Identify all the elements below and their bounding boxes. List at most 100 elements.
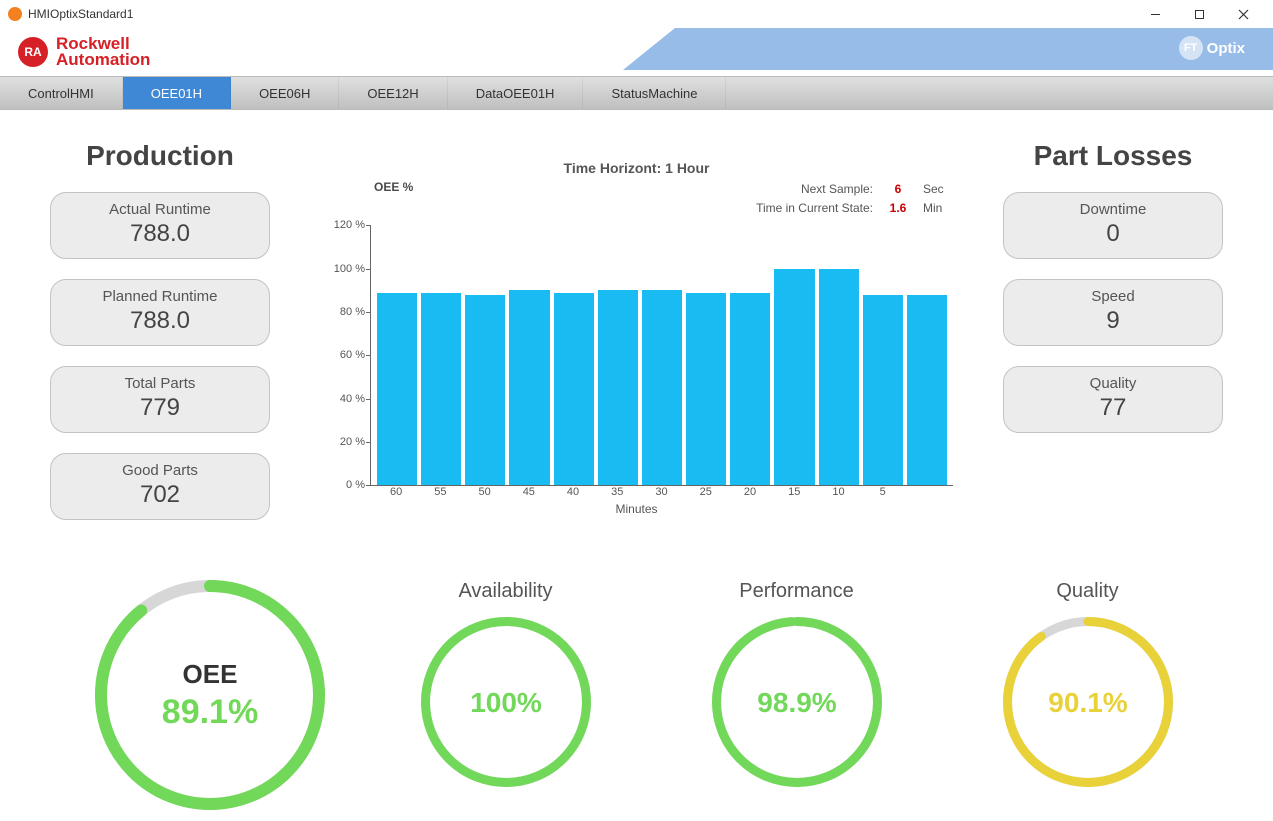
brand-badge: RA [18, 37, 48, 67]
chart-title: Time Horizont: 1 Hour [320, 160, 953, 176]
card-value: 702 [61, 481, 259, 509]
optix-badge: FT [1179, 36, 1203, 60]
card-label: Speed [1014, 288, 1212, 305]
gauge-label: Availability [390, 580, 621, 603]
brand-line2: Automation [56, 52, 150, 68]
chart-bar [863, 295, 903, 486]
chart-xtick: 15 [774, 486, 814, 498]
gauge-availability: Availability 100% [390, 580, 621, 787]
svg-text:100%: 100% [470, 687, 542, 718]
chart-bar [819, 269, 859, 486]
production-card: Total Parts 779 [50, 366, 270, 433]
chart-bar [686, 293, 726, 486]
current-state-unit: Min [923, 199, 953, 218]
gauge-label: Performance [681, 580, 912, 603]
chart-xtick: 45 [509, 486, 549, 498]
chart-xticks: 60 55 50 45 40 35 30 25 20 15 10 5 [370, 486, 953, 498]
chart-bar [730, 293, 770, 486]
chart-xtick: 10 [818, 486, 858, 498]
card-label: Actual Runtime [61, 201, 259, 218]
production-card: Actual Runtime 788.0 [50, 192, 270, 259]
header-accent-shape [623, 28, 1273, 70]
card-label: Good Parts [61, 462, 259, 479]
chart-ytick: 100 % [325, 263, 365, 275]
window-minimize-button[interactable] [1133, 0, 1177, 28]
chart-xtick: 5 [863, 486, 903, 498]
card-value: 779 [61, 394, 259, 422]
svg-text:OEE: OEE [183, 659, 238, 689]
production-title: Production [50, 140, 270, 172]
app-header: FT Optix RA Rockwell Automation [0, 28, 1273, 76]
next-sample-unit: Sec [923, 180, 953, 199]
chart-ylabel: OEE % [320, 180, 413, 194]
card-value: 0 [1014, 220, 1212, 248]
chart-ytick: 60 % [325, 349, 365, 361]
card-label: Quality [1014, 375, 1212, 392]
chart-bar [377, 293, 417, 486]
card-value: 788.0 [61, 307, 259, 335]
partlosses-title: Part Losses [1003, 140, 1223, 172]
chart-bar [598, 290, 638, 485]
chart-xtick: 40 [553, 486, 593, 498]
tab-dataoee01h[interactable]: DataOEE01H [448, 77, 584, 109]
chart-xtick: 55 [420, 486, 460, 498]
chart-bar [421, 293, 461, 486]
tab-oee12h[interactable]: OEE12H [339, 77, 447, 109]
chart-ytick: 0 % [325, 479, 365, 491]
svg-text:89.1%: 89.1% [162, 693, 258, 731]
next-sample-value: 6 [885, 180, 911, 199]
gauge-performance: Performance 98.9% [681, 580, 912, 787]
card-value: 9 [1014, 307, 1212, 335]
svg-text:98.9%: 98.9% [757, 687, 836, 718]
production-card: Planned Runtime 788.0 [50, 279, 270, 346]
chart-xtick: 30 [641, 486, 681, 498]
chart-ytick: 120 % [325, 219, 365, 231]
chart-xtick: 60 [376, 486, 416, 498]
tab-oee01h[interactable]: OEE01H [123, 77, 231, 109]
svg-text:90.1%: 90.1% [1048, 687, 1127, 718]
card-label: Planned Runtime [61, 288, 259, 305]
tab-statusmachine[interactable]: StatusMachine [583, 77, 726, 109]
partloss-card: Speed 9 [1003, 279, 1223, 346]
optix-logo: FT Optix [1179, 36, 1245, 60]
partloss-card: Quality 77 [1003, 366, 1223, 433]
chart-ytick: 80 % [325, 306, 365, 318]
gauges-row: OEE 89.1% Availability 100% Performance 98.9%… [0, 560, 1273, 810]
chart-bar [554, 293, 594, 486]
chart-xtick: 35 [597, 486, 637, 498]
tab-controlhmi[interactable]: ControlHMI [0, 77, 123, 109]
card-label: Downtime [1014, 201, 1212, 218]
chart-bar [509, 290, 549, 485]
card-value: 77 [1014, 394, 1212, 422]
production-card: Good Parts 702 [50, 453, 270, 520]
chart-xtick: 20 [730, 486, 770, 498]
chart-bar [774, 269, 814, 486]
nav-tabbar: ControlHMIOEE01HOEE06HOEE12HDataOEE01HSt… [0, 76, 1273, 110]
chart-bar [907, 295, 947, 486]
chart-xtick: 50 [464, 486, 504, 498]
card-value: 788.0 [61, 220, 259, 248]
current-state-value: 1.6 [885, 199, 911, 218]
oee-chart-area: Time Horizont: 1 Hour OEE % Next Sample:… [320, 140, 953, 516]
window-close-button[interactable] [1221, 0, 1265, 28]
gauge-label: Quality [972, 580, 1203, 603]
chart-bar [642, 290, 682, 485]
brand-logo: RA Rockwell Automation [18, 36, 150, 68]
chart-bar [465, 295, 505, 486]
window-maximize-button[interactable] [1177, 0, 1221, 28]
window-title: HMIOptixStandard1 [28, 7, 133, 21]
chart-ytick: 40 % [325, 393, 365, 405]
next-sample-label: Next Sample: [743, 180, 873, 199]
app-icon [8, 7, 22, 21]
chart-xtick: 25 [686, 486, 726, 498]
chart-xlabel: Minutes [320, 502, 953, 516]
optix-label: Optix [1207, 40, 1245, 57]
chart-ytick: 20 % [325, 436, 365, 448]
window-titlebar: HMIOptixStandard1 [0, 0, 1273, 28]
gauge-oee: OEE 89.1% [90, 580, 330, 810]
tab-oee06h[interactable]: OEE06H [231, 77, 339, 109]
card-label: Total Parts [61, 375, 259, 392]
oee-bar-chart: 120 %100 %80 %60 %40 %20 %0 % [370, 226, 953, 486]
current-state-label: Time in Current State: [743, 199, 873, 218]
partloss-card: Downtime 0 [1003, 192, 1223, 259]
